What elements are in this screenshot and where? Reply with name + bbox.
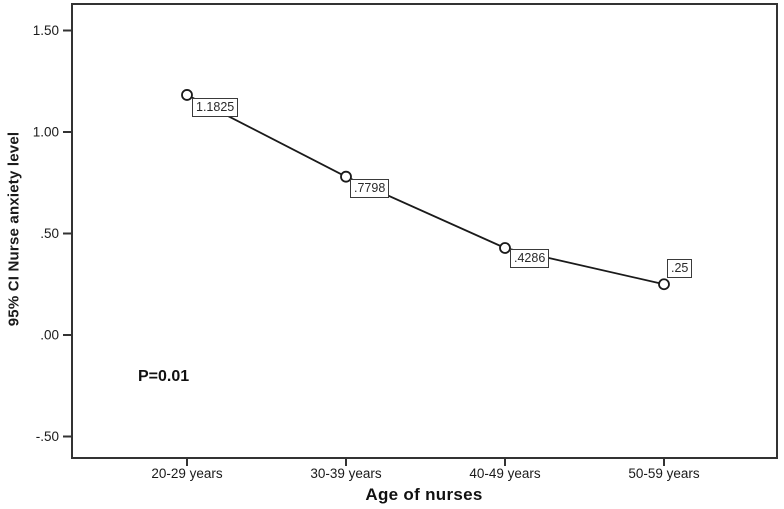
y-tick-label: 1.00 xyxy=(33,125,59,140)
data-point-marker xyxy=(658,278,670,291)
y-tick-label: -.50 xyxy=(36,429,59,444)
x-tick-label: 40-49 years xyxy=(469,466,541,481)
y-tick-label: 1.50 xyxy=(33,23,59,38)
data-point-label: 1.1825 xyxy=(192,97,239,117)
data-point-label: .7798 xyxy=(350,178,390,198)
data-point-marker xyxy=(181,89,193,101)
trend-line xyxy=(186,94,665,286)
x-tick-label: 20-29 years xyxy=(151,466,223,481)
y-tick-label: .00 xyxy=(40,328,59,343)
p-value-annotation: P=0.01 xyxy=(138,368,190,385)
y-tick-label: .50 xyxy=(40,226,59,241)
x-tick-label: 50-59 years xyxy=(628,466,700,481)
data-point-label: .25 xyxy=(667,259,693,279)
data-point-marker xyxy=(499,242,511,254)
data-point-label: .4286 xyxy=(510,248,550,268)
x-tick-label: 30-39 years xyxy=(310,466,382,481)
data-point-marker xyxy=(340,170,352,183)
plot-frame xyxy=(71,3,778,459)
x-axis-title: Age of nurses xyxy=(365,485,483,504)
y-axis-title: 95% CI Nurse anxiety level xyxy=(5,131,23,327)
